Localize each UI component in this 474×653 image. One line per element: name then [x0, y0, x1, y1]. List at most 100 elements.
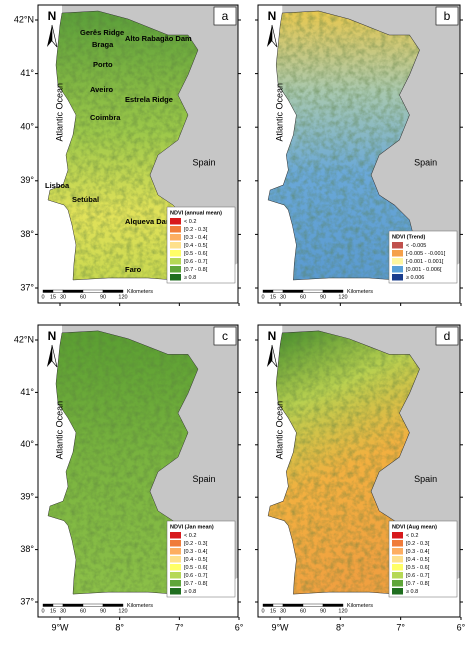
legend-label: ≥ 0.006 [406, 275, 424, 281]
longitude-label: 9°W [51, 622, 69, 632]
legend-label: ≥ 0.8 [184, 589, 196, 595]
panel-frame [37, 324, 239, 618]
legend-label: ≥ 0.8 [184, 275, 196, 281]
legend-label: [0.5 - 0.6[ [184, 251, 208, 257]
scale-label: 60 [300, 294, 306, 300]
scale-label: 15 [50, 294, 56, 300]
country-label: Spain [192, 474, 215, 484]
legend-label: [0.3 - 0.4[ [406, 549, 430, 555]
north-label: N [48, 329, 57, 343]
scale-segment [282, 603, 304, 607]
panel-letter: c [222, 329, 228, 343]
latitude-label: 42°N [14, 334, 34, 344]
legend-label: [0.4 - 0.5[ [184, 557, 208, 563]
panel-letter: d [444, 329, 451, 343]
longitude-label: 8° [115, 622, 124, 632]
legend-swatch [392, 532, 403, 539]
legend-swatch [170, 242, 181, 249]
legend-swatch [170, 548, 181, 555]
scale-unit: Kilometers [347, 289, 373, 295]
legend-swatch [392, 274, 403, 281]
scale-label: 0 [41, 608, 44, 614]
scale-label: 15 [50, 608, 56, 614]
ocean [38, 5, 238, 285]
map-panel: b N Atlantic Ocean Spain NDVI (Trend) < -0.00… [255, 4, 463, 306]
latitude-label: 42°N [14, 14, 34, 24]
scale-label: 30 [60, 608, 66, 614]
place-label: Alto Rabagão Dam [125, 34, 192, 43]
legend-title: NDVI (Jan mean) [170, 524, 214, 530]
panel-frame [257, 324, 461, 618]
legend-label: [0.6 - 0.7[ [184, 573, 208, 579]
latitude-label: 39° [20, 492, 34, 502]
scale-area [38, 599, 238, 617]
legend-swatch [170, 588, 181, 595]
ocean [258, 5, 460, 285]
scale-label: 90 [320, 294, 326, 300]
north-label: N [268, 9, 277, 23]
legend-label: [0.4 - 0.5[ [406, 557, 430, 563]
legend-label: [0.2 - 0.3[ [184, 541, 208, 547]
legend-swatch [170, 234, 181, 241]
north-arrow [51, 24, 58, 48]
legend-title: NDVI (Aug mean) [392, 524, 437, 530]
ocean-label: Atlantic Ocean [54, 83, 64, 142]
scale-segment [82, 289, 104, 293]
legend-label: [0.3 - 0.4[ [184, 549, 208, 555]
scale-segment [82, 603, 104, 607]
ocean [38, 325, 238, 599]
legend-swatch [170, 258, 181, 265]
letter-box [435, 6, 459, 26]
scale-label: 30 [280, 608, 286, 614]
scale-label: 60 [80, 608, 86, 614]
legend-label: < 0.2 [406, 533, 418, 539]
legend-label: [0.3 - 0.4[ [184, 235, 208, 241]
north-arrow [267, 345, 272, 367]
longitude-label: 6° [235, 622, 244, 632]
legend-swatch [170, 540, 181, 547]
scale-segment [52, 289, 64, 293]
scale-area [258, 599, 460, 617]
letter-box [213, 326, 237, 346]
place-label: Lisboa [45, 181, 70, 190]
scale-label: 90 [100, 294, 106, 300]
panel-frame [37, 4, 239, 304]
scale-label: 60 [80, 294, 86, 300]
legend-swatch [392, 266, 403, 273]
legend-swatch [392, 242, 403, 249]
legend-swatch [170, 250, 181, 257]
legend-swatch [392, 548, 403, 555]
scale-area [258, 285, 460, 303]
scale-unit: Kilometers [347, 603, 373, 609]
latitude-label: 40° [20, 122, 34, 132]
legend-title: NDVI (annual mean) [170, 210, 222, 216]
scale-label: 120 [338, 294, 347, 300]
latitude-label: 41° [20, 68, 34, 78]
north-arrow [51, 344, 58, 368]
scale-label: 60 [300, 608, 306, 614]
legend-swatch [170, 218, 181, 225]
scale-segment [62, 289, 84, 293]
scale-label: 0 [41, 294, 44, 300]
scale-label: 15 [270, 294, 276, 300]
legend-label: [0.5 - 0.6[ [184, 565, 208, 571]
north-arrow [271, 344, 278, 368]
legend-swatch [392, 250, 403, 257]
scale-segment [52, 603, 64, 607]
place-label: Gerês Ridge [80, 28, 124, 37]
north-label: N [48, 9, 57, 23]
longitude-label: 7° [175, 622, 184, 632]
legend-swatch [170, 266, 181, 273]
legend-swatch [170, 226, 181, 233]
scale-label: 0 [261, 294, 264, 300]
panel-frame [257, 4, 461, 304]
place-label: Coimbra [90, 113, 121, 122]
scale-label: 30 [280, 294, 286, 300]
legend-label: [0.2 - 0.3[ [406, 541, 430, 547]
legend-label: ≥ 0.8 [406, 589, 418, 595]
scale-label: 120 [118, 294, 127, 300]
longitude-label: 9°W [271, 622, 289, 632]
latitude-label: 37° [20, 282, 34, 292]
country-label: Spain [414, 474, 437, 484]
